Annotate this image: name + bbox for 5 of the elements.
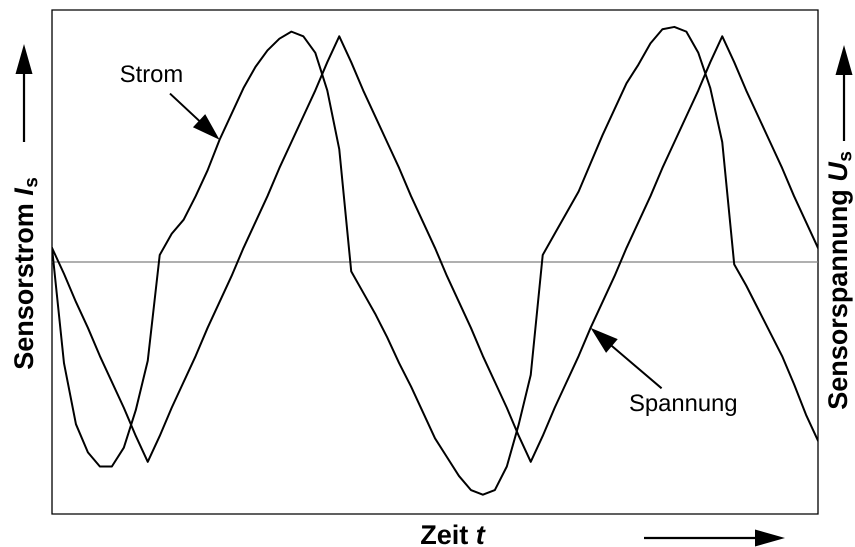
y-axis-title: Sensorstrom I$_{s}$ [14,178,38,369]
x-axis-title: Zeit t [421,524,486,544]
y2-axis-title: Sensorspannung U$_{s}$ [828,152,853,409]
text: Strom [120,65,182,82]
text: Spannung [630,394,736,416]
